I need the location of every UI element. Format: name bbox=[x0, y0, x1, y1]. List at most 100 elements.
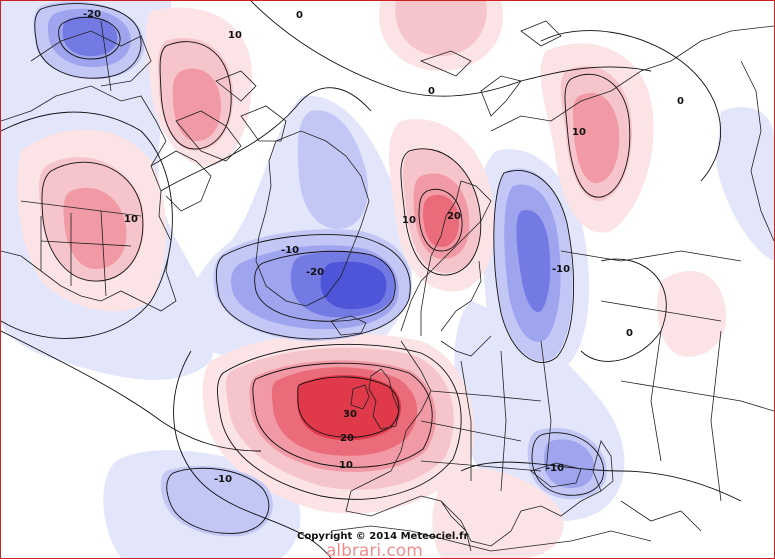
contour-label: 0 bbox=[428, 86, 435, 97]
contour-10-scandinavia bbox=[400, 148, 482, 276]
coast-arctic-north bbox=[419, 50, 472, 77]
positive-core-north bbox=[395, 1, 487, 56]
coast-arabia bbox=[620, 500, 702, 532]
positive-strong-nw bbox=[172, 68, 221, 141]
coast-iceland bbox=[330, 315, 367, 336]
contour-0-west bbox=[1, 111, 173, 339]
contour-0-asia bbox=[580, 258, 667, 362]
contour-label: 10 bbox=[339, 460, 353, 471]
border-europe-5 bbox=[540, 340, 552, 472]
contour-label: -10 bbox=[546, 463, 564, 474]
border-asia-2 bbox=[600, 300, 722, 322]
border-europe-6 bbox=[420, 460, 542, 472]
border-canada-usa bbox=[20, 200, 142, 217]
contour-label-group: -20 10 0 0 10 0 10 20 10 -10 -20 -10 0 3… bbox=[83, 9, 684, 485]
contour-lines bbox=[1, 1, 742, 558]
border-alaska bbox=[100, 20, 112, 92]
contour-0-atlantic bbox=[1, 330, 262, 452]
positive-max-scandinavia bbox=[423, 194, 459, 247]
coast-novaya-zemlya bbox=[480, 75, 522, 117]
contour-10-america bbox=[41, 161, 144, 282]
coast-scandinavia bbox=[400, 180, 492, 336]
contour-label: -20 bbox=[83, 9, 101, 20]
coast-finland bbox=[440, 260, 482, 332]
contour-label: 10 bbox=[572, 127, 586, 138]
positive-field-asia bbox=[657, 271, 727, 357]
coast-ireland bbox=[350, 384, 370, 410]
contour-0-north bbox=[250, 1, 652, 97]
coast-arctic-islands-1 bbox=[175, 110, 242, 162]
copyright-notice: Copyright © 2014 Meteociel.fr bbox=[297, 531, 469, 542]
contour-minus20-greenland bbox=[254, 250, 396, 322]
positive-field-south bbox=[432, 468, 564, 558]
contour-label: 30 bbox=[343, 409, 357, 420]
negative-deep-nw bbox=[62, 16, 118, 57]
coast-arctic-islands-2 bbox=[240, 105, 287, 142]
coast-baltic bbox=[440, 335, 492, 357]
contour-label: 0 bbox=[296, 10, 303, 21]
border-asia-1 bbox=[560, 250, 742, 262]
coast-arctic-islands-3 bbox=[215, 70, 257, 102]
coastlines bbox=[1, 20, 774, 552]
border-asia-3 bbox=[620, 380, 774, 412]
positive-max-europe-2 bbox=[297, 375, 402, 441]
contour-label: 20 bbox=[340, 433, 354, 444]
coast-great-britain bbox=[368, 368, 400, 430]
contour-label: 20 bbox=[447, 211, 461, 222]
contour-10-europe bbox=[217, 343, 462, 500]
contour-label: -10 bbox=[214, 474, 232, 485]
contour-0-arctic bbox=[160, 87, 372, 192]
contour-label: 0 bbox=[626, 328, 633, 339]
contour-minus10-nw bbox=[34, 3, 142, 79]
negative-core-atlantic bbox=[160, 466, 273, 537]
contour-30-uk bbox=[297, 376, 400, 438]
contour-20-europe bbox=[252, 362, 433, 468]
negative-deep-greenland-2 bbox=[320, 261, 387, 310]
contour-minus10-mideast bbox=[531, 432, 604, 496]
coast-africa bbox=[330, 525, 652, 552]
contour-label: -10 bbox=[281, 245, 299, 256]
coast-greenland bbox=[255, 130, 370, 307]
negative-strong-mideast bbox=[544, 439, 595, 489]
border-states-3 bbox=[100, 210, 107, 297]
contour-label: 0 bbox=[677, 96, 684, 107]
coast-far-east bbox=[740, 60, 774, 242]
watermark-text: albrari.com bbox=[326, 541, 423, 559]
coast-alaska bbox=[30, 30, 152, 87]
contour-10-nw bbox=[159, 41, 232, 150]
contour-minus10-atlantic bbox=[166, 467, 270, 534]
coast-hudson bbox=[150, 150, 212, 212]
positive-strong-east bbox=[573, 92, 620, 184]
border-states-4 bbox=[40, 240, 132, 247]
border-asia-4 bbox=[650, 330, 662, 462]
negative-field-east bbox=[716, 107, 774, 261]
contour-0-europe bbox=[173, 350, 332, 558]
coast-caspian bbox=[592, 440, 614, 492]
contour-label: 10 bbox=[228, 30, 242, 41]
coast-russia-north bbox=[490, 25, 774, 132]
contour-label: -10 bbox=[552, 264, 570, 275]
contour-minus10-russia bbox=[493, 170, 575, 363]
coast-black-sea bbox=[530, 462, 582, 488]
coast-italy bbox=[440, 500, 472, 552]
coast-arctic-north-2 bbox=[520, 20, 562, 47]
border-europe-3 bbox=[460, 360, 472, 481]
contour-20-scandinavia bbox=[418, 188, 463, 252]
contour-minus20-nw bbox=[58, 16, 121, 60]
contour-0-east bbox=[540, 30, 722, 182]
contour-0-south bbox=[460, 461, 742, 502]
coast-europe bbox=[345, 340, 602, 547]
contour-label: 10 bbox=[402, 215, 416, 226]
contour-label: 10 bbox=[124, 214, 138, 225]
contour-label: -20 bbox=[306, 267, 324, 278]
coast-north-america bbox=[1, 85, 177, 312]
contour-minus10-greenland bbox=[215, 234, 411, 340]
contour-10-east bbox=[564, 73, 631, 198]
border-asia-5 bbox=[710, 330, 722, 502]
border-europe-2 bbox=[430, 390, 542, 402]
negative-deep-russia bbox=[516, 209, 551, 312]
negative-core-arctic bbox=[297, 110, 369, 230]
